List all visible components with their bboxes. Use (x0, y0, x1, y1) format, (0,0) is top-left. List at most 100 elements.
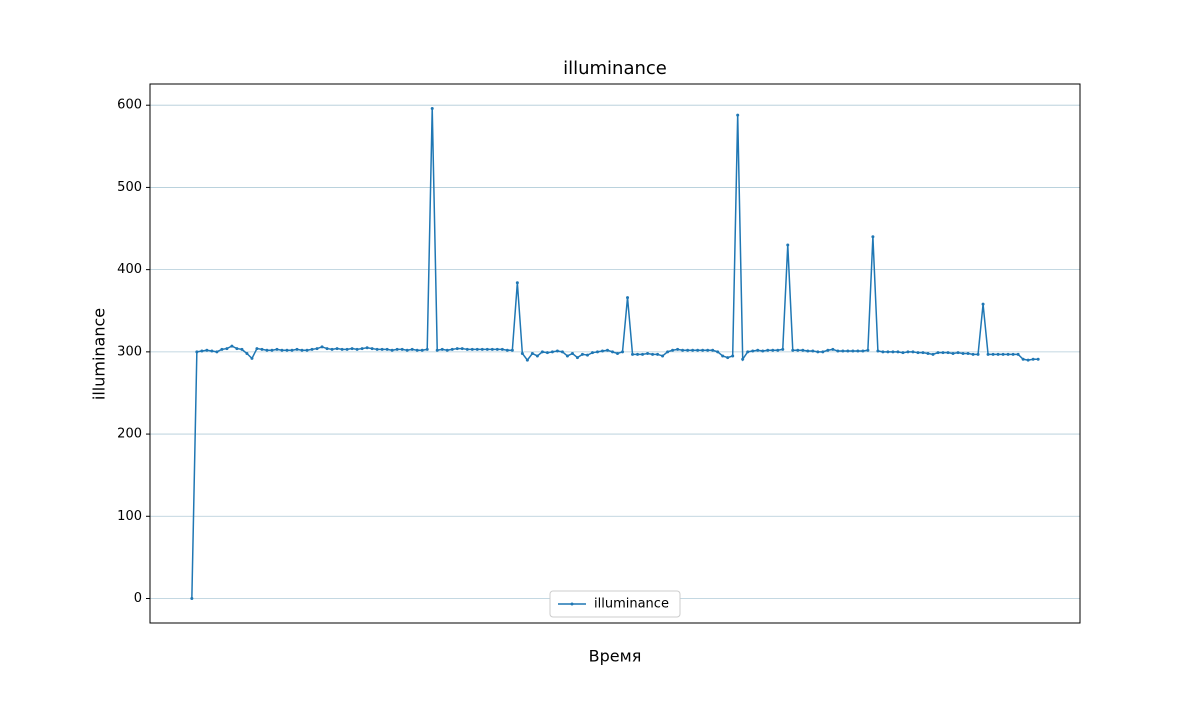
data-point (310, 347, 314, 351)
data-point (280, 348, 284, 352)
data-point (1031, 357, 1035, 361)
data-point (646, 352, 650, 355)
data-point (846, 349, 850, 353)
data-point (480, 347, 484, 351)
data-point (741, 357, 745, 361)
data-point (906, 350, 910, 354)
data-point (956, 351, 960, 355)
data-point (425, 347, 429, 351)
data-point (746, 350, 750, 354)
data-point (505, 348, 509, 352)
data-point (325, 347, 329, 351)
data-point (540, 350, 544, 354)
data-point (666, 350, 670, 354)
y-tick-label: 300 (117, 344, 142, 359)
data-point (365, 346, 369, 350)
data-point (420, 348, 424, 352)
legend-label: illuminance (594, 597, 669, 612)
data-point (641, 352, 645, 356)
data-point (470, 347, 474, 351)
data-point (676, 347, 680, 351)
data-point (1036, 357, 1040, 361)
data-point (726, 356, 730, 360)
data-point (971, 352, 975, 356)
y-axis-label: illuminance (90, 308, 109, 400)
data-point (1016, 352, 1020, 356)
legend-box (549, 590, 681, 618)
x-axis-label: Время (589, 647, 642, 666)
data-point (570, 352, 574, 355)
data-point (806, 349, 810, 353)
data-point (866, 348, 870, 352)
data-point (380, 347, 384, 351)
data-point (550, 350, 554, 354)
data-point (886, 350, 890, 354)
data-point (305, 348, 309, 352)
data-point (530, 352, 534, 355)
data-point (851, 349, 855, 353)
data-point (766, 348, 770, 352)
y-tick-label: 100 (117, 509, 142, 524)
data-point (455, 347, 459, 351)
y-tick-label: 500 (117, 180, 142, 195)
y-tick-label: 200 (117, 427, 142, 442)
data-point (555, 349, 559, 353)
data-point (580, 352, 584, 356)
data-point (881, 350, 885, 354)
data-point (936, 351, 940, 355)
data-point (230, 344, 234, 348)
data-point (651, 352, 655, 356)
data-point (1011, 352, 1015, 356)
data-point (1026, 358, 1030, 362)
data-point (926, 352, 930, 355)
data-point (465, 347, 469, 351)
data-point (535, 354, 539, 358)
data-point (826, 348, 830, 352)
data-point (415, 348, 419, 352)
data-point (701, 348, 705, 352)
data-point (771, 348, 775, 352)
data-point (350, 347, 354, 351)
data-point (300, 348, 304, 352)
data-point (565, 354, 569, 358)
data-point (275, 347, 279, 351)
data-point (495, 347, 499, 351)
data-point (545, 351, 549, 355)
data-point (966, 352, 970, 355)
data-point (951, 352, 955, 355)
data-point (636, 352, 640, 356)
data-point (871, 235, 875, 239)
plot-frame (149, 83, 1081, 624)
data-point (430, 107, 434, 110)
data-point (781, 347, 785, 351)
data-point (405, 348, 409, 352)
data-point (375, 347, 379, 351)
data-point (1006, 352, 1010, 356)
data-point (195, 350, 199, 354)
data-point (600, 349, 604, 353)
data-point (736, 113, 740, 117)
data-point (686, 348, 690, 352)
data-point (500, 347, 504, 351)
data-point (831, 347, 835, 351)
data-point (260, 347, 264, 351)
data-point (295, 347, 299, 351)
data-point (931, 352, 935, 356)
data-line (191, 108, 1039, 599)
data-point (250, 356, 254, 360)
data-point (671, 348, 675, 352)
data-point (610, 350, 614, 354)
data-point (520, 352, 524, 355)
data-point (490, 347, 494, 351)
data-point (585, 353, 589, 357)
data-point (515, 281, 519, 285)
data-point (595, 350, 599, 354)
data-point (761, 349, 765, 353)
data-point (200, 349, 204, 353)
data-point (876, 349, 880, 353)
data-point (590, 351, 594, 355)
data-point (1021, 357, 1025, 361)
data-point (255, 347, 259, 351)
data-point (991, 352, 995, 356)
